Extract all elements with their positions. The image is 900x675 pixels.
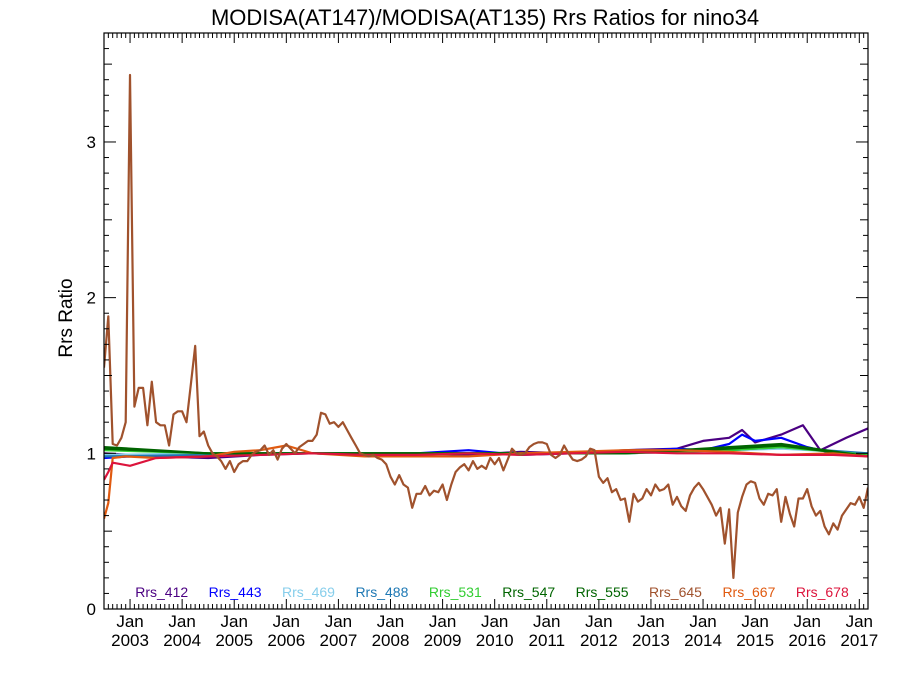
x-tick-label-year: 2013 xyxy=(632,631,670,650)
legend-entry-rrs-555: Rrs_555 xyxy=(576,584,629,600)
x-tick-label-year: 2003 xyxy=(111,631,149,650)
plot-frame xyxy=(103,32,869,610)
x-tick-label-month: Jan xyxy=(429,612,456,631)
legend: Rrs_412 Rrs_443 Rrs_469 Rrs_488 Rrs_531 Rrs_5… xyxy=(135,584,849,600)
axes-layer: 0123Jan2003Jan2004Jan2005Jan2006Jan2007J… xyxy=(87,32,878,650)
x-tick-label-year: 2011 xyxy=(528,631,565,650)
series-layer xyxy=(104,73,868,579)
y-axis-label: Rrs Ratio xyxy=(56,278,77,357)
y-tick-label: 1 xyxy=(87,444,96,463)
legend-entry-rrs-488: Rrs_488 xyxy=(355,584,408,600)
series-line-rrs-667 xyxy=(104,444,868,519)
x-tick-label-year: 2016 xyxy=(788,631,826,650)
x-tick-label-year: 2007 xyxy=(319,631,357,650)
x-tick-label-month: Jan xyxy=(741,612,768,631)
x-tick-label-month: Jan xyxy=(168,612,195,631)
chart-title: MODISA(AT147)/MODISA(AT135) Rrs Ratios f… xyxy=(211,5,759,30)
x-tick-label-year: 2015 xyxy=(736,631,774,650)
legend-entry-rrs-547: Rrs_547 xyxy=(502,584,555,600)
legend-entry-rrs-443: Rrs_443 xyxy=(209,584,262,600)
x-tick-label-month: Jan xyxy=(794,612,821,631)
x-tick-label-year: 2004 xyxy=(163,631,201,650)
y-tick-label: 3 xyxy=(87,133,96,152)
x-tick-label-month: Jan xyxy=(585,612,612,631)
x-tick-label-month: Jan xyxy=(273,612,300,631)
legend-entry-rrs-531: Rrs_531 xyxy=(429,584,482,600)
x-tick-label-year: 2014 xyxy=(684,631,722,650)
x-tick-label-month: Jan xyxy=(116,612,143,631)
x-tick-label-year: 2012 xyxy=(580,631,618,650)
x-tick-label-month: Jan xyxy=(481,612,508,631)
x-tick-label-month: Jan xyxy=(637,612,664,631)
x-tick-label-year: 2005 xyxy=(215,631,253,650)
x-tick-label-month: Jan xyxy=(325,612,352,631)
x-tick-label-month: Jan xyxy=(533,612,560,631)
legend-entry-rrs-667: Rrs_667 xyxy=(722,584,775,600)
x-tick-label-year: 2010 xyxy=(476,631,514,650)
series-line-rrs-678 xyxy=(104,450,868,481)
x-tick-label-month: Jan xyxy=(689,612,716,631)
y-tick-label: 0 xyxy=(87,600,96,619)
x-tick-label-month: Jan xyxy=(377,612,404,631)
x-tick-label-year: 2008 xyxy=(372,631,410,650)
series-line-rrs-645 xyxy=(104,73,868,579)
legend-entry-rrs-469: Rrs_469 xyxy=(282,584,335,600)
legend-entry-rrs-412: Rrs_412 xyxy=(135,584,188,600)
legend-entry-rrs-678: Rrs_678 xyxy=(796,584,849,600)
x-tick-label-year: 2006 xyxy=(267,631,305,650)
x-tick-label-month: Jan xyxy=(846,612,873,631)
legend-entry-rrs-645: Rrs_645 xyxy=(649,584,702,600)
x-tick-label-year: 2009 xyxy=(424,631,462,650)
x-tick-label-year: 2017 xyxy=(840,631,878,650)
x-tick-label-month: Jan xyxy=(221,612,248,631)
y-tick-label: 2 xyxy=(87,289,96,308)
